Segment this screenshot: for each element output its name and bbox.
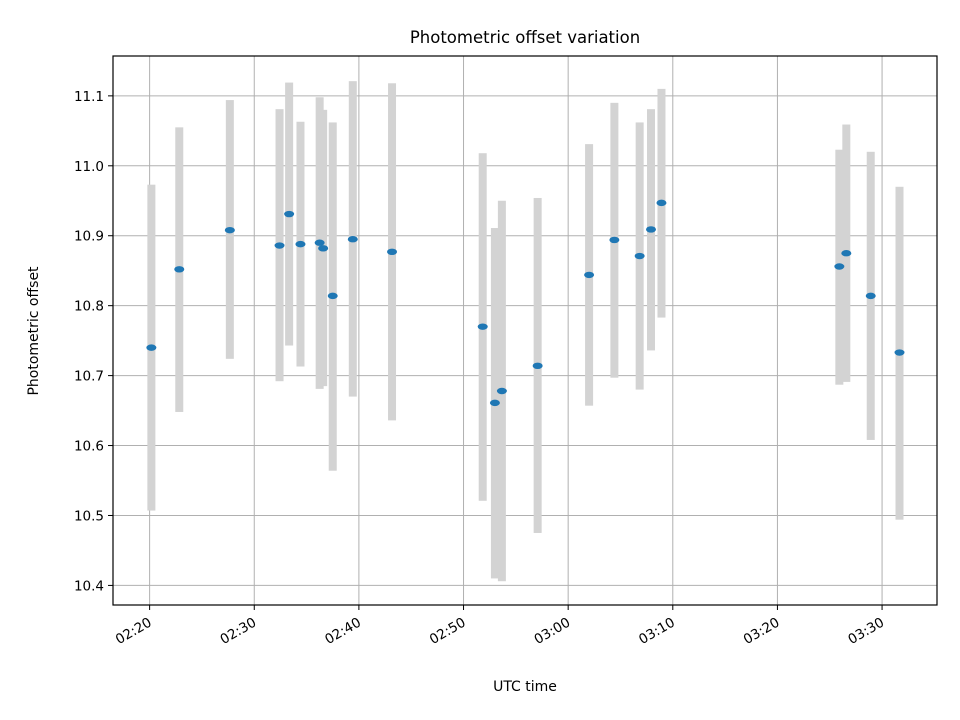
- data-point: [347, 236, 358, 243]
- data-markers: [146, 199, 905, 407]
- data-point: [146, 344, 157, 351]
- data-point: [489, 399, 500, 407]
- data-point: [656, 199, 667, 207]
- chart-title: Photometric offset variation: [410, 28, 640, 47]
- data-point: [894, 349, 905, 356]
- data-point: [224, 226, 235, 234]
- y-tick-label: 10.5: [74, 508, 104, 524]
- data-point: [327, 292, 338, 300]
- y-tick-label: 10.9: [74, 229, 104, 245]
- data-point: [496, 387, 507, 395]
- data-point: [645, 226, 656, 233]
- data-point: [584, 271, 595, 279]
- data-point: [834, 263, 845, 270]
- data-point: [295, 240, 306, 248]
- y-tick-label: 11.0: [74, 159, 104, 175]
- data-point: [318, 245, 329, 252]
- y-tick-label: 11.1: [74, 89, 104, 105]
- y-axis-ticks: 10.4 10.5 10.6 10.7 10.8 10.9 11.0 11.1: [74, 89, 113, 594]
- data-point: [865, 292, 876, 300]
- data-point: [274, 242, 285, 249]
- y-tick-label: 10.4: [74, 578, 104, 594]
- data-point: [387, 248, 398, 256]
- data-point: [841, 250, 852, 257]
- data-point: [314, 239, 325, 246]
- plot-frame: [112, 55, 938, 606]
- data-point: [284, 210, 295, 218]
- data-point: [634, 252, 645, 260]
- y-axis-label: Photometric offset: [26, 266, 42, 396]
- data-point: [609, 236, 620, 244]
- y-tick-label: 10.6: [74, 439, 104, 455]
- data-point: [532, 362, 543, 370]
- grid: [113, 56, 937, 605]
- y-tick-label: 10.8: [74, 299, 104, 315]
- x-axis-label: UTC time: [493, 679, 557, 695]
- y-tick-label: 10.7: [74, 369, 104, 385]
- data-point: [174, 266, 185, 273]
- data-point: [477, 323, 488, 330]
